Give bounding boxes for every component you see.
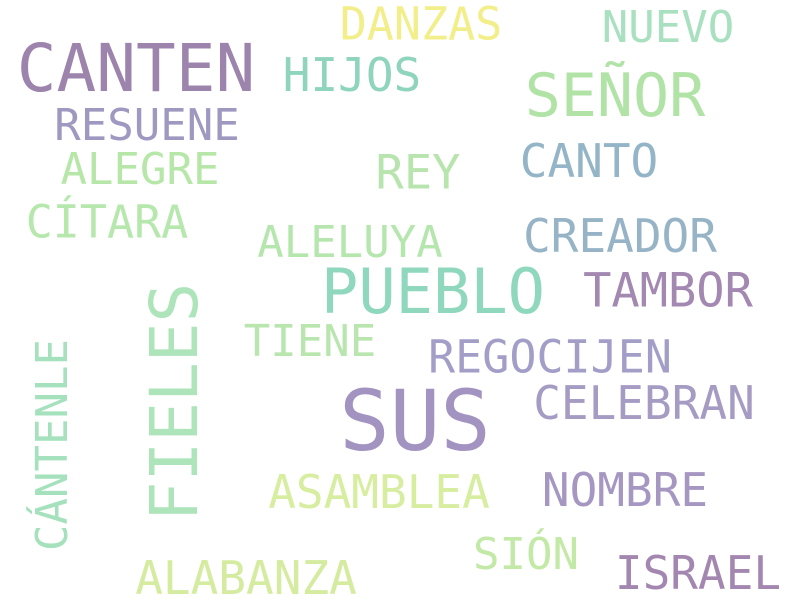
word-asamblea: ASAMBLEA [268,465,490,519]
word-rey: REY [375,145,461,201]
word-creador: CREADOR [523,209,717,263]
word-alegre: ALEGRE [60,144,220,195]
word-sion: SIÓN [473,529,579,580]
word-tiene: TIENE [243,316,377,367]
word-alabanza: ALABANZA [135,551,357,600]
word-fieles: FIELES [136,282,213,522]
word-sus: SUS [339,372,491,470]
word-celebran: CELEBRAN [533,376,755,430]
word-danzas: DANZAS [339,0,503,51]
word-nombre: NOMBRE [541,463,709,517]
word-tambor: TAMBOR [583,263,753,319]
word-aleluya: ALELUYA [257,217,443,268]
word-pueblo: PUEBLO [321,255,545,328]
word-canten: CANTEN [16,30,256,107]
word-hijos: HIJOS [282,48,422,102]
word-resuene: RESUENE [54,100,240,151]
word-canto: CANTO [519,134,659,188]
word-senor: SEÑOR [524,61,706,131]
word-cantenle: CÁNTENLE [27,339,78,551]
word-nuevo: NUEVO [601,2,735,53]
word-citara: CÍTARA [25,195,189,249]
word-israel: ISRAEL [614,546,782,600]
word-regocijen: REGOCIJEN [428,330,672,384]
